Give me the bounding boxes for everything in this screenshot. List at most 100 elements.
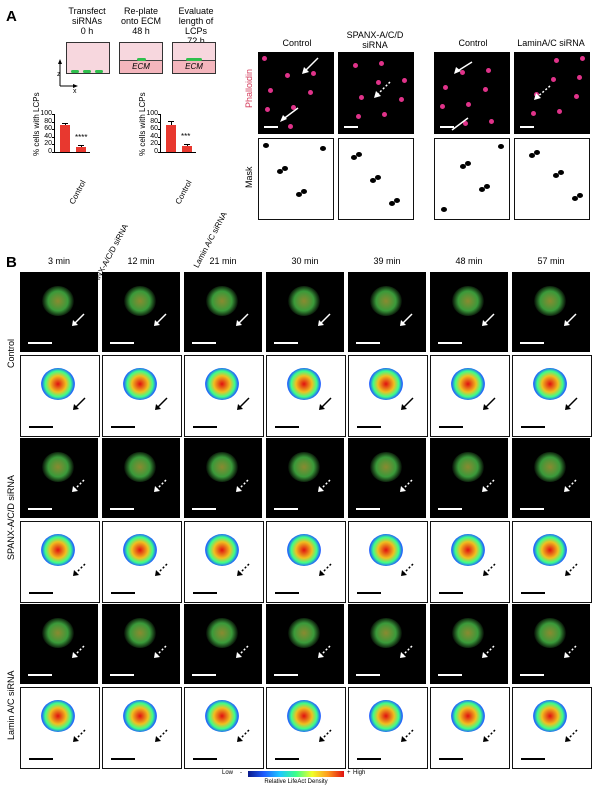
arrow-icon — [71, 562, 87, 583]
mask-spot — [296, 192, 302, 197]
scale-bar — [192, 674, 216, 676]
cell-body — [370, 618, 402, 648]
cell-body — [206, 286, 238, 316]
density-map — [102, 355, 182, 437]
lifeact-image — [512, 604, 590, 684]
cell-body — [534, 286, 566, 316]
y-tick-label: 0 — [48, 148, 52, 155]
row-label-phalloidin: Phalloidin — [244, 68, 254, 108]
cell-spot — [577, 75, 582, 80]
cell-spot — [440, 104, 445, 109]
bar-chart-lamin: % cells with LCPs 0 20 40 60 80 100 Control Lami… — [138, 92, 229, 269]
mask-image — [258, 138, 334, 220]
scale-bar — [192, 508, 216, 510]
category-label: Control — [173, 178, 194, 206]
scale-bar — [29, 758, 53, 760]
row-label-mask: Mask — [244, 166, 254, 188]
arrow-icon — [153, 396, 169, 417]
cell-body — [451, 534, 485, 566]
lifeact-image — [512, 272, 590, 352]
arrow-icon — [481, 728, 497, 749]
cell-body — [369, 368, 403, 400]
cell-body — [452, 286, 484, 316]
y-tick-label: 20 — [150, 140, 158, 148]
lifeact-image — [430, 604, 508, 684]
cell-body — [42, 286, 74, 316]
arrow-icon — [235, 562, 251, 583]
timeline-box-3: ECM — [172, 42, 216, 74]
legend-title: Relative LifeAct Density — [264, 779, 328, 785]
scale-bar — [192, 342, 216, 344]
micro-col-spanx: SPANX-A/C/D siRNA — [346, 30, 404, 50]
y-tick-mark — [158, 114, 160, 115]
arrow-icon — [316, 478, 332, 499]
cell-spot — [483, 87, 488, 92]
y-tick-label: 60 — [150, 125, 158, 133]
cell-spot — [356, 114, 361, 119]
cell-body — [287, 700, 321, 732]
mask-spot — [498, 144, 504, 149]
cell-spot — [359, 95, 364, 100]
lifeact-image — [512, 438, 590, 518]
density-map — [266, 521, 346, 603]
y-tick-label: 40 — [44, 132, 52, 140]
lifeact-image — [430, 438, 508, 518]
scale-bar — [440, 126, 454, 128]
cell-icon — [83, 70, 91, 73]
category-label: Control — [67, 178, 88, 206]
lifeact-image — [348, 272, 426, 352]
density-map — [512, 521, 592, 603]
scale-bar — [274, 674, 298, 676]
lifeact-image — [20, 438, 98, 518]
arrow-icon — [399, 396, 415, 417]
cell-body — [533, 368, 567, 400]
density-map — [512, 355, 592, 437]
mask-spot — [351, 155, 357, 160]
legend-gradient — [248, 771, 344, 777]
scale-bar — [438, 342, 462, 344]
cell-body — [205, 534, 239, 566]
significance-label: **** — [75, 132, 88, 142]
timeline-step-1-time: 0 h — [80, 26, 94, 36]
cell-body — [124, 618, 156, 648]
scale-bar — [438, 508, 462, 510]
lifeact-image — [430, 272, 508, 352]
x-axis-line — [160, 152, 196, 153]
y-tick-label: 20 — [44, 140, 52, 148]
cell-body — [123, 368, 157, 400]
cell-body — [534, 618, 566, 648]
scale-bar — [110, 342, 134, 344]
lifeact-image — [184, 604, 262, 684]
error-cap — [168, 121, 174, 123]
scale-bar — [520, 126, 534, 128]
scale-bar — [274, 508, 298, 510]
mask-spot — [572, 196, 578, 201]
density-map — [430, 687, 510, 769]
mask-spot — [375, 175, 381, 180]
arrow-icon — [70, 478, 86, 499]
mask-spot — [282, 166, 288, 171]
y-tick-label: 60 — [44, 125, 52, 133]
bar-1 — [182, 146, 192, 152]
time-header: 48 min — [455, 256, 483, 266]
axis-z-label: z — [57, 71, 61, 78]
mask-spot — [484, 184, 490, 189]
y-tick-label: 40 — [150, 132, 158, 140]
arrow-icon — [234, 644, 250, 665]
legend-minus: - — [240, 770, 242, 776]
cell-body — [42, 618, 74, 648]
timeline-step-1-label: Transfect siRNAs — [68, 6, 106, 26]
y-tick-mark — [52, 152, 54, 153]
mask-spot — [301, 189, 307, 194]
cell-spot — [308, 90, 313, 95]
cell-body — [452, 618, 484, 648]
density-map — [348, 687, 428, 769]
scale-bar — [357, 426, 381, 428]
density-map — [430, 521, 510, 603]
timeline-step-2-time: 48 h — [132, 26, 150, 36]
lifeact-image — [266, 438, 344, 518]
y-tick-label: 80 — [44, 117, 52, 125]
y-tick-mark — [52, 144, 54, 146]
y-tick-mark — [158, 152, 160, 153]
cell-icon — [137, 58, 146, 61]
